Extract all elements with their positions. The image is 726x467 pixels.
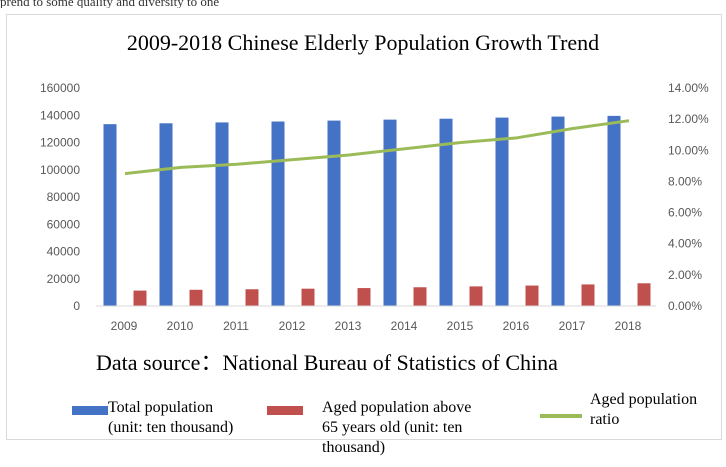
line-aged-population-ratio <box>124 119 630 176</box>
legend-aged-line3: thousand) <box>322 439 386 456</box>
bar-total-population <box>215 122 229 307</box>
bar-total-population <box>383 119 397 306</box>
y-right-tick-label: 4.00% <box>668 237 702 251</box>
y-right-tick-label: 6.00% <box>668 206 702 220</box>
bar-aged-population <box>469 286 483 306</box>
bar-aged-population <box>301 288 315 306</box>
x-tick-label: 2016 <box>503 319 530 333</box>
bar-aged-population <box>189 289 203 306</box>
legend-swatch-aged-ratio <box>540 414 582 418</box>
bar-total-population <box>607 115 621 306</box>
chart-title: 2009-2018 Chinese Elderly Population Gro… <box>126 30 600 55</box>
chart-frame <box>6 14 722 440</box>
bar-aged-population <box>525 285 539 306</box>
legend-total-line1: Total population <box>108 399 214 416</box>
bar-total-population <box>271 121 285 306</box>
y-left-tick-label: 60000 <box>47 217 81 231</box>
y-left-tick-label: 120000 <box>40 136 80 150</box>
data-source-note: Data source：National Bureau of Statistic… <box>96 350 558 375</box>
bar-total-population <box>103 124 117 306</box>
legend-aged-line1: Aged population above <box>322 399 472 416</box>
y-left-tick-label: 140000 <box>40 108 80 122</box>
legend-label-total-population: Total population (unit: ten thousand) <box>108 398 233 438</box>
y-right-tick-label: 14.00% <box>668 81 709 95</box>
x-tick-label: 2017 <box>559 319 586 333</box>
y-left-tick-label: 40000 <box>47 245 81 259</box>
clipped-top-caption: prend to some quality and diversity to o… <box>0 0 220 8</box>
bar-total-population <box>327 120 341 306</box>
chart-svg: 0 20000 40000 60000 80000 100000 120000 140000 1… <box>40 81 709 333</box>
y-left-tick-label: 0 <box>73 299 80 313</box>
legend-ratio-line1: Aged population <box>590 391 698 408</box>
legend-total-line2: (unit: ten thousand) <box>108 419 234 436</box>
x-tick-label: 2009 <box>111 319 138 333</box>
legend-label-aged-ratio: Aged population ratio <box>590 390 697 430</box>
x-tick-label: 2011 <box>223 319 249 333</box>
x-tick-label: 2010 <box>167 319 194 333</box>
bar-aged-population <box>581 284 595 306</box>
legend-aged-line2: 65 years old (unit: ten <box>322 419 463 436</box>
bar-total-population <box>495 117 509 306</box>
bar-aged-population <box>133 290 147 306</box>
x-tick-label: 2013 <box>335 319 362 333</box>
y-right-tick-label: 2.00% <box>668 268 702 282</box>
y-left-tick-label: 160000 <box>40 81 80 95</box>
y-right-tick-label: 12.00% <box>668 112 709 126</box>
bar-aged-population <box>413 287 427 306</box>
legend-swatch-aged-population <box>267 406 303 415</box>
x-tick-label: 2012 <box>279 319 306 333</box>
bar-aged-population <box>637 283 651 306</box>
x-tick-label: 2018 <box>615 319 642 333</box>
bar-total-population <box>439 118 453 306</box>
y-right-tick-label: 10.00% <box>668 143 709 157</box>
x-tick-label: 2015 <box>447 319 474 333</box>
bar-total-population <box>159 123 173 306</box>
bar-aged-population <box>357 288 371 306</box>
bar-total-population <box>551 116 565 307</box>
legend-label-aged-population: Aged population above 65 years old (unit… <box>322 398 471 458</box>
y-right-tick-label: 0.00% <box>668 299 702 313</box>
y-left-tick-label: 20000 <box>47 272 81 286</box>
y-left-tick-label: 100000 <box>40 163 80 177</box>
bar-aged-population <box>245 289 259 306</box>
legend-swatch-total-population <box>72 406 108 415</box>
legend-ratio-line2: ratio <box>590 411 620 428</box>
y-right-tick-label: 8.00% <box>668 174 702 188</box>
x-tick-label: 2014 <box>391 319 418 333</box>
y-left-tick-label: 80000 <box>47 190 81 204</box>
